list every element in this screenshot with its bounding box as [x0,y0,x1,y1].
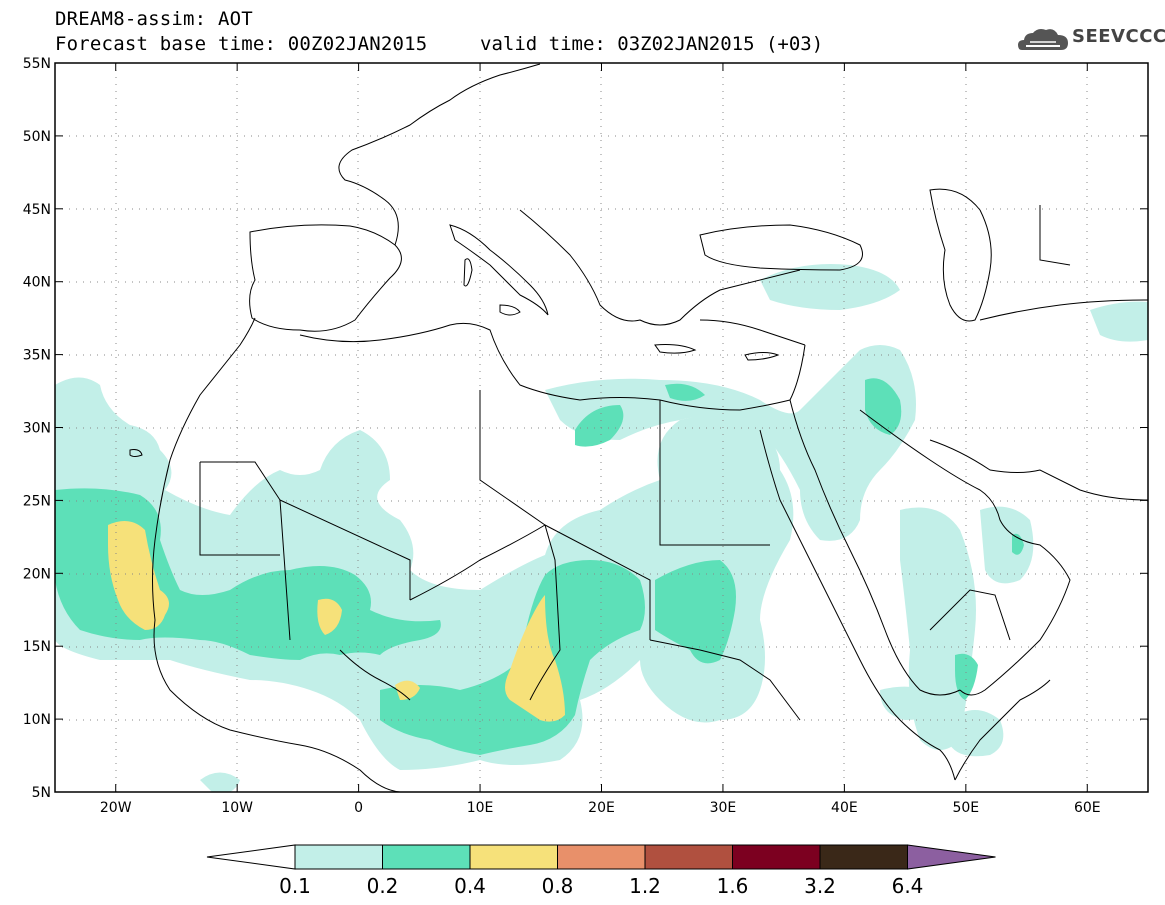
colorbar-label: 0.8 [542,874,574,898]
lat-label: 15N [23,639,51,655]
colorbar-label: 3.2 [804,874,836,898]
colorbar-label: 0.1 [279,874,311,898]
lat-label: 35N [23,348,51,364]
lat-label: 10N [23,712,51,728]
colorbar-label: 6.4 [892,874,924,898]
colorbar-label: 0.2 [367,874,399,898]
colorbar-box [469,844,558,870]
lon-label: 60E [1074,800,1101,816]
base-time: Forecast base time: 00Z02JAN2015 [55,33,428,55]
colorbar-over-arrow [907,844,996,870]
colorbar-box [644,844,733,870]
colorbar-box [732,844,821,870]
lon-label: 20E [588,800,615,816]
valid-time: valid time: 03Z02JAN2015 (+03) [480,33,824,55]
lat-label: 25N [23,493,51,509]
lat-label: 50N [23,129,51,145]
lon-label: 30E [710,800,737,816]
lat-label: 30N [23,421,51,437]
lon-label: 40E [831,800,858,816]
colorbar-box [382,844,471,870]
colorbar-box [557,844,646,870]
lat-label: 20N [23,566,51,582]
map-title: DREAM8-assim: AOT [55,8,253,30]
cloud-logo-icon [1018,29,1068,50]
lat-label: 45N [23,202,51,218]
lon-label: 0 [354,800,363,816]
colorbar-box [819,844,908,870]
graticule [55,63,1148,792]
latitude-axis: 55N 50N 45N 40N 35N 30N 25N 20N 15N 10N 5N [23,56,1148,801]
longitude-axis: 20W 10W 0 10E 20E 30E 40E 50E 60E [100,63,1101,816]
aot-colorbar: 0.1 0.2 0.4 0.8 1.2 1.6 3.2 6.4 [206,844,996,898]
colorbar-box [294,844,383,870]
colorbar-under-arrow [206,844,296,870]
lon-label: 50E [952,800,979,816]
logo-text: SEEVCCC [1072,26,1165,47]
islands [129,258,780,457]
colorbar-label: 0.4 [454,874,486,898]
lat-label: 55N [23,56,51,72]
lat-label: 40N [23,275,51,291]
lon-label: 20W [100,800,132,816]
colorbar-label: 1.2 [629,874,661,898]
lon-label: 10E [467,800,494,816]
lon-label: 10W [221,800,253,816]
coastlines [152,63,1148,792]
colorbar-label: 1.6 [717,874,749,898]
lat-label: 5N [32,785,51,801]
